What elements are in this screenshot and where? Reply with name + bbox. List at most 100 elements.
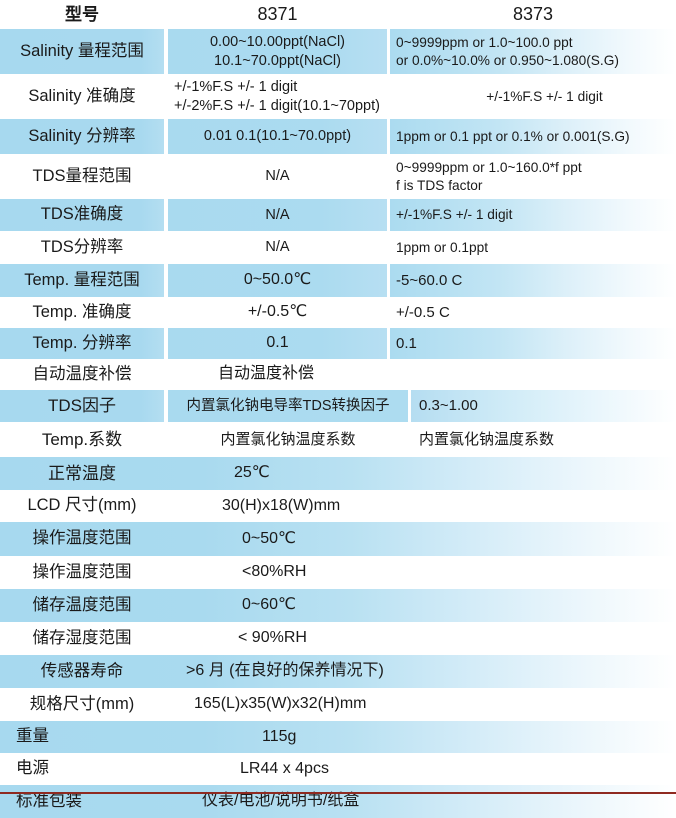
row-label: 重量 <box>0 721 164 753</box>
column-gap <box>164 264 168 297</box>
table-row: 储存温度范围 0~60℃ <box>0 589 676 622</box>
column-gap <box>164 0 168 29</box>
column-gap <box>408 422 411 457</box>
column-gap <box>164 154 168 199</box>
row-value-8371: N/A <box>168 199 387 231</box>
row-value-8371: 0.1 <box>168 328 387 359</box>
row-label-text: 操作温度范围 <box>32 562 132 581</box>
row-value-8373: 内置氯化钠温度系数 <box>411 422 676 457</box>
row-label-text: LCD 尺寸(mm) <box>27 496 137 515</box>
row-value-merged: < 90%RH <box>164 622 676 655</box>
value-line-1: 仪表/电池/说明书/纸盒 <box>202 792 360 810</box>
row-value-8373: 0~9999ppm or 1.0~100.0 ppt or 0.0%~10.0%… <box>390 29 676 74</box>
header-label-model: 型号 <box>65 4 99 24</box>
column-gap <box>387 199 390 231</box>
row-label: TDS分辨率 <box>0 231 164 264</box>
column-gap <box>387 264 390 297</box>
row-label-text: Temp. 量程范围 <box>24 270 140 289</box>
column-gap <box>164 297 168 328</box>
column-gap <box>164 359 168 390</box>
table-row: TDS分辨率 N/A 1ppm or 0.1ppt <box>0 231 676 264</box>
table-row: 操作温度范围 <80%RH <box>0 556 676 589</box>
value-line-1: < 90%RH <box>238 629 307 647</box>
row-value-8373: 1ppm or 0.1 ppt or 0.1% or 0.001(S.G) <box>390 119 676 154</box>
value-line-1: <80%RH <box>242 563 307 581</box>
value-line-2: +/-2%F.S +/- 1 digit(10.1~70ppt) <box>174 97 380 114</box>
row-value-8373: 1ppm or 0.1ppt <box>390 231 676 264</box>
row-label-text: TDS量程范围 <box>32 166 132 185</box>
value-line-1: 1ppm or 0.1ppt <box>396 239 489 255</box>
row-label-text: Temp.系数 <box>41 429 123 449</box>
row-value-merged: >6 月 (在良好的保养情况下) <box>164 655 676 688</box>
row-label: 操作温度范围 <box>0 556 164 589</box>
row-value-8371: +/-0.5℃ <box>168 297 387 328</box>
column-gap <box>387 231 390 264</box>
row-value-merged: 仪表/电池/说明书/纸盒 <box>164 785 676 818</box>
value-line-1: 0~60℃ <box>242 596 297 614</box>
row-value-merged: 115g <box>164 721 676 753</box>
table-row: TDS量程范围 N/A 0~9999ppm or 1.0~160.0*f ppt… <box>0 154 676 199</box>
row-label: Temp. 分辨率 <box>0 328 164 359</box>
row-value-8371: 0~50.0℃ <box>168 264 387 297</box>
header-label-8373: 8373 <box>512 3 554 24</box>
value-line-1: +/-1%F.S +/- 1 digit <box>396 207 513 223</box>
row-label-text: 储存湿度范围 <box>32 628 132 647</box>
row-label: 正常温度 <box>0 457 164 490</box>
column-gap <box>164 422 168 457</box>
row-label-text: TDS因子 <box>48 396 116 416</box>
row-label: Temp. 量程范围 <box>0 264 164 297</box>
table-row: 传感器寿命 >6 月 (在良好的保养情况下) <box>0 655 676 688</box>
column-gap <box>387 328 390 359</box>
value-line-1: 0.1 <box>396 334 417 352</box>
value-line-1: 0~9999ppm or 1.0~160.0*f ppt <box>396 159 582 175</box>
table-row: 正常温度 25℃ <box>0 457 676 490</box>
row-label: TDS量程范围 <box>0 154 164 199</box>
value-line-1: 115g <box>262 727 297 745</box>
row-label: Temp.系数 <box>0 422 164 457</box>
value-line-1: 内置氯化钠电导率TDS转换因子 <box>186 397 390 414</box>
table-row: TDS准确度 N/A +/-1%F.S +/- 1 digit <box>0 199 676 231</box>
row-label-text: TDS分辨率 <box>40 237 124 256</box>
column-gap <box>164 390 168 422</box>
row-label-text: 传感器寿命 <box>40 661 124 680</box>
row-label: Salinity 分辨率 <box>0 119 164 154</box>
row-value-8373: +/-0.5 C <box>390 297 676 328</box>
value-line-1: N/A <box>265 168 290 185</box>
row-value-merged: 0~50℃ <box>164 522 676 556</box>
row-value-8373: +/-1%F.S +/- 1 digit <box>390 199 676 231</box>
row-label: Salinity 准确度 <box>0 74 164 119</box>
row-label-text: 储存温度范围 <box>32 595 132 614</box>
value-line-1: 0~50.0℃ <box>243 271 312 289</box>
value-line-1: +/-1%F.S +/- 1 digit <box>174 78 298 95</box>
value-line-1: 内置氯化钠温度系数 <box>220 430 356 448</box>
column-gap <box>164 119 168 154</box>
value-line-1: 165(L)x35(W)x32(H)mm <box>194 695 367 713</box>
table-row: TDS因子 内置氯化钠电导率TDS转换因子 0.3~1.00 <box>0 390 676 422</box>
row-label: 储存温度范围 <box>0 589 164 622</box>
value-line-1: 内置氯化钠温度系数 <box>419 430 555 448</box>
row-value-8371: N/A <box>168 231 387 264</box>
row-label: 标准包装 <box>0 785 164 818</box>
row-label: Temp. 准确度 <box>0 297 164 328</box>
column-gap <box>164 231 168 264</box>
value-line-1: N/A <box>265 206 290 223</box>
value-line-1: +/-1%F.S +/- 1 digit <box>486 88 603 104</box>
row-label: Salinity 量程范围 <box>0 29 164 74</box>
row-label: 规格尺寸(mm) <box>0 688 164 721</box>
row-value-8371: 0.00~10.00ppt(NaCl) 10.1~70.0ppt(NaCl) <box>168 29 387 74</box>
row-value-8373: 0~9999ppm or 1.0~160.0*f ppt f is TDS fa… <box>390 154 676 199</box>
row-label-text: Salinity 分辨率 <box>28 126 136 145</box>
column-gap <box>387 297 390 328</box>
table-row: Salinity 量程范围 0.00~10.00ppt(NaCl) 10.1~7… <box>0 29 676 74</box>
row-value-8371: 内置氯化钠电导率TDS转换因子 <box>168 390 408 422</box>
row-value-merged: 30(H)x18(W)mm <box>164 490 676 522</box>
column-gap <box>387 119 390 154</box>
column-gap <box>164 328 168 359</box>
column-gap <box>387 29 390 74</box>
value-line-1: -5~60.0 C <box>396 271 463 289</box>
table-row: Temp.系数 内置氯化钠温度系数 内置氯化钠温度系数 <box>0 422 676 457</box>
row-label-text: TDS准确度 <box>40 205 124 224</box>
row-label: 传感器寿命 <box>0 655 164 688</box>
row-value-merged: 25℃ <box>164 457 676 490</box>
column-gap <box>408 390 411 422</box>
